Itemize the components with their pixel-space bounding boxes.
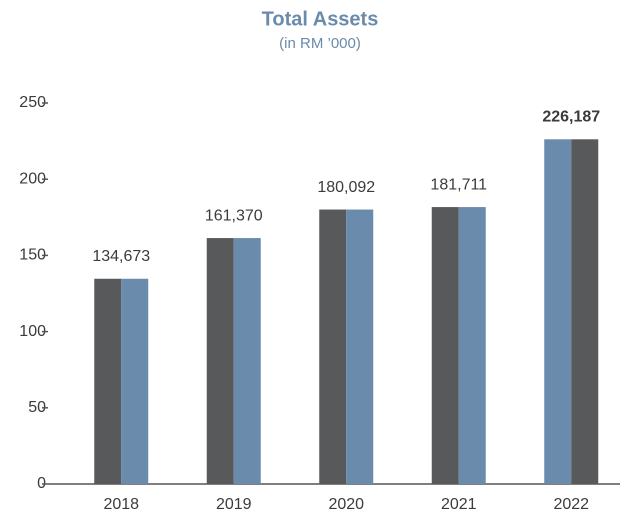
x-tick-label: 2019 xyxy=(216,496,252,513)
data-label: 134,673 xyxy=(92,248,150,265)
bar xyxy=(206,238,234,484)
x-tick-label: 2022 xyxy=(553,496,589,513)
bar xyxy=(346,209,374,484)
bar xyxy=(544,139,572,484)
y-tick-label: 250 xyxy=(19,94,46,111)
x-tick-label: 2021 xyxy=(441,496,477,513)
bar xyxy=(319,209,347,484)
chart-subtitle: (in RM ’000) xyxy=(279,35,361,52)
data-label: 181,711 xyxy=(430,176,487,193)
data-label: 226,187 xyxy=(542,109,600,126)
data-label: 180,092 xyxy=(317,179,375,196)
bar xyxy=(233,238,261,484)
bar xyxy=(94,278,122,484)
chart-title: Total Assets xyxy=(262,8,379,30)
y-tick-label: 0 xyxy=(37,475,46,492)
data-label: 161,370 xyxy=(205,207,263,224)
y-tick-label: 200 xyxy=(19,170,46,187)
bar xyxy=(121,278,149,484)
y-tick-label: 150 xyxy=(19,247,46,264)
x-tick-label: 2020 xyxy=(328,496,364,513)
y-tick-label: 100 xyxy=(19,323,46,340)
x-tick-label: 2018 xyxy=(103,496,139,513)
bar xyxy=(431,207,459,484)
bar xyxy=(458,207,486,484)
y-tick-label: 50 xyxy=(28,399,46,416)
bar xyxy=(571,139,599,484)
